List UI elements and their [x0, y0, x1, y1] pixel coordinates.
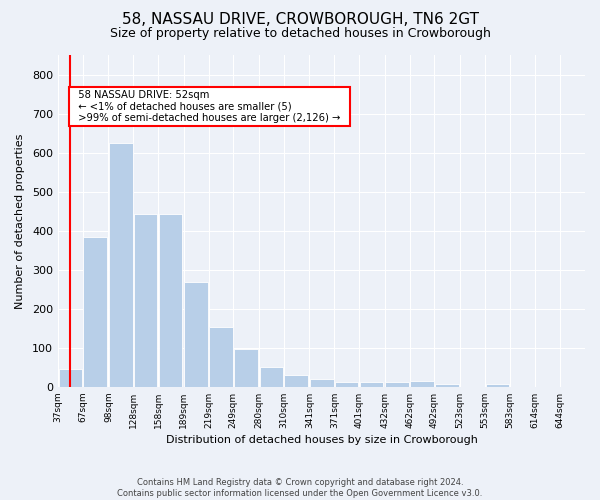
Text: Size of property relative to detached houses in Crowborough: Size of property relative to detached ho…	[110, 28, 490, 40]
Bar	[260, 366, 283, 387]
Bar	[284, 375, 308, 387]
Bar	[209, 327, 233, 387]
Bar	[83, 236, 107, 387]
Bar	[335, 382, 358, 387]
Bar	[435, 384, 458, 387]
Bar	[385, 382, 409, 387]
Bar	[485, 384, 509, 387]
Y-axis label: Number of detached properties: Number of detached properties	[15, 133, 25, 308]
Text: 58 NASSAU DRIVE: 52sqm  
  ← <1% of detached houses are smaller (5)  
  >99% of : 58 NASSAU DRIVE: 52sqm ← <1% of detached…	[72, 90, 347, 124]
Bar	[234, 348, 257, 387]
Text: Contains HM Land Registry data © Crown copyright and database right 2024.
Contai: Contains HM Land Registry data © Crown c…	[118, 478, 482, 498]
Bar	[310, 379, 334, 387]
Bar	[410, 381, 434, 387]
Bar	[109, 143, 133, 387]
X-axis label: Distribution of detached houses by size in Crowborough: Distribution of detached houses by size …	[166, 435, 478, 445]
Bar	[184, 282, 208, 387]
Text: 58, NASSAU DRIVE, CROWBOROUGH, TN6 2GT: 58, NASSAU DRIVE, CROWBOROUGH, TN6 2GT	[121, 12, 479, 28]
Bar	[360, 382, 383, 387]
Bar	[158, 214, 182, 387]
Bar	[59, 370, 82, 387]
Bar	[134, 214, 157, 387]
